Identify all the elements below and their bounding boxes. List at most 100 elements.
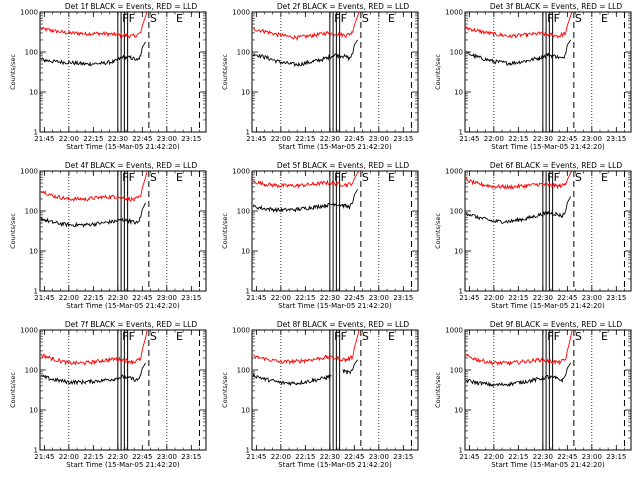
x-tick-label: 22:00 xyxy=(484,294,504,302)
x-tick-label: 23:00 xyxy=(582,453,602,461)
x-axis-label: Start Time (15-Mar-05 21:42:20) xyxy=(491,461,605,469)
x-tick-label: 22:30 xyxy=(108,135,128,143)
marker-label-f: F xyxy=(554,171,560,184)
x-axis-label: Start Time (15-Mar-05 21:42:20) xyxy=(491,143,605,151)
panel-det-5: Det 5f BLACK = Events, RED = LLD 1 10 100 10… xyxy=(221,161,419,310)
marker-label-e: E xyxy=(176,12,183,25)
x-tick-label: 21:45 xyxy=(459,294,479,302)
x-tick-label: 21:45 xyxy=(34,135,54,143)
marker-label-f: F xyxy=(341,171,347,184)
marker-label-f: F xyxy=(334,330,340,343)
panel-title: Det 9f BLACK = Events, RED = LLD xyxy=(490,320,623,329)
series-events-black xyxy=(41,362,146,386)
x-tick-label: 22:45 xyxy=(344,135,364,143)
y-tick-label: 1000 xyxy=(20,168,38,176)
marker-label-f: F xyxy=(334,12,340,25)
y-tick-label: 1000 xyxy=(232,168,250,176)
x-tick-label: 22:00 xyxy=(59,453,79,461)
y-axis-label: Counts/sec xyxy=(221,213,229,249)
x-tick-label: 22:45 xyxy=(132,453,152,461)
x-tick-label: 23:15 xyxy=(393,453,413,461)
x-tick-label: 22:45 xyxy=(344,294,364,302)
y-tick-label: 10 xyxy=(454,89,463,97)
plot-frame xyxy=(464,11,632,133)
x-tick-label: 23:00 xyxy=(369,453,389,461)
panel-det-3: Det 3f BLACK = Events, RED = LLD 1 10 100 10… xyxy=(434,2,632,151)
plot-frame xyxy=(464,170,632,292)
series-events-black xyxy=(40,202,147,228)
y-axis-label: Counts/sec xyxy=(221,54,229,90)
x-tick-label: 22:30 xyxy=(320,135,340,143)
series-lld-red xyxy=(40,170,148,202)
marker-label-s: S xyxy=(150,330,157,343)
marker-label-s: S xyxy=(150,171,157,184)
x-tick-label: 22:30 xyxy=(533,294,553,302)
panel-title: Det 3f BLACK = Events, RED = LLD xyxy=(490,2,623,11)
y-tick-label: 1 xyxy=(246,447,250,455)
x-tick-label: 22:30 xyxy=(108,294,128,302)
x-tick-label: 22:15 xyxy=(508,135,528,143)
marker-label-s: S xyxy=(575,330,582,343)
y-tick-label: 1000 xyxy=(445,9,463,17)
x-tick-label: 21:45 xyxy=(246,294,266,302)
plot-frame xyxy=(251,11,419,133)
x-axis-label: Start Time (15-Mar-05 21:42:20) xyxy=(278,143,392,151)
x-tick-label: 23:15 xyxy=(606,294,626,302)
y-tick-label: 100 xyxy=(450,208,463,216)
marker-label-f: F xyxy=(341,12,347,25)
x-tick-label: 21:45 xyxy=(459,135,479,143)
plot-frame xyxy=(251,170,419,292)
series-lld-red xyxy=(40,11,148,39)
marker-label-f: F xyxy=(122,12,128,25)
y-tick-label: 1000 xyxy=(445,327,463,335)
marker-label-f: F xyxy=(547,330,553,343)
panel-det-9: Det 9f BLACK = Events, RED = LLD 1 10 100 10… xyxy=(434,320,632,469)
x-tick-label: 21:45 xyxy=(34,453,54,461)
marker-label-f: F xyxy=(554,330,560,343)
y-tick-label: 1000 xyxy=(20,327,38,335)
x-tick-label: 22:15 xyxy=(83,294,103,302)
x-tick-label: 22:00 xyxy=(484,453,504,461)
x-tick-label: 23:15 xyxy=(606,453,626,461)
y-tick-label: 1 xyxy=(459,288,463,296)
y-tick-label: 1 xyxy=(246,288,250,296)
panel-det-4: Det 4f BLACK = Events, RED = LLD 1 10 100 10… xyxy=(9,161,207,310)
x-axis-label: Start Time (15-Mar-05 21:42:20) xyxy=(491,302,605,310)
y-axis-label: Counts/sec xyxy=(9,213,17,249)
y-tick-label: 10 xyxy=(241,89,250,97)
x-tick-label: 22:45 xyxy=(557,453,577,461)
x-tick-label: 22:45 xyxy=(557,294,577,302)
y-tick-label: 1000 xyxy=(232,327,250,335)
x-tick-label: 23:00 xyxy=(369,135,389,143)
y-tick-label: 100 xyxy=(450,367,463,375)
panel-title: Det 5f BLACK = Events, RED = LLD xyxy=(277,161,410,170)
series-events-black xyxy=(465,362,571,388)
marker-label-e: E xyxy=(176,330,183,343)
panel-title: Det 6f BLACK = Events, RED = LLD xyxy=(490,161,623,170)
series-lld-red xyxy=(252,170,360,189)
x-tick-label: 22:15 xyxy=(295,453,315,461)
y-tick-label: 100 xyxy=(25,208,38,216)
x-tick-label: 23:15 xyxy=(606,135,626,143)
y-tick-label: 1 xyxy=(459,129,463,137)
series-events-black xyxy=(465,39,571,66)
series-lld-red xyxy=(465,170,573,191)
series-events-black xyxy=(40,41,146,67)
x-tick-label: 22:00 xyxy=(59,135,79,143)
x-tick-label: 23:15 xyxy=(181,294,201,302)
y-axis-label: Counts/sec xyxy=(434,213,442,249)
x-tick-label: 22:15 xyxy=(83,453,103,461)
panel-title: Det 7f BLACK = Events, RED = LLD xyxy=(65,320,198,329)
x-tick-label: 23:00 xyxy=(157,453,177,461)
x-tick-label: 22:15 xyxy=(508,294,528,302)
y-tick-label: 1 xyxy=(34,288,38,296)
x-tick-label: 23:00 xyxy=(157,294,177,302)
series-lld-red xyxy=(465,11,573,39)
series-events-black xyxy=(252,188,358,214)
x-axis-label: Start Time (15-Mar-05 21:42:20) xyxy=(278,302,392,310)
x-tick-label: 22:45 xyxy=(132,135,152,143)
x-tick-label: 23:15 xyxy=(181,135,201,143)
marker-label-f: F xyxy=(122,171,128,184)
y-axis-label: Counts/sec xyxy=(434,54,442,90)
x-axis-label: Start Time (15-Mar-05 21:42:20) xyxy=(66,302,180,310)
